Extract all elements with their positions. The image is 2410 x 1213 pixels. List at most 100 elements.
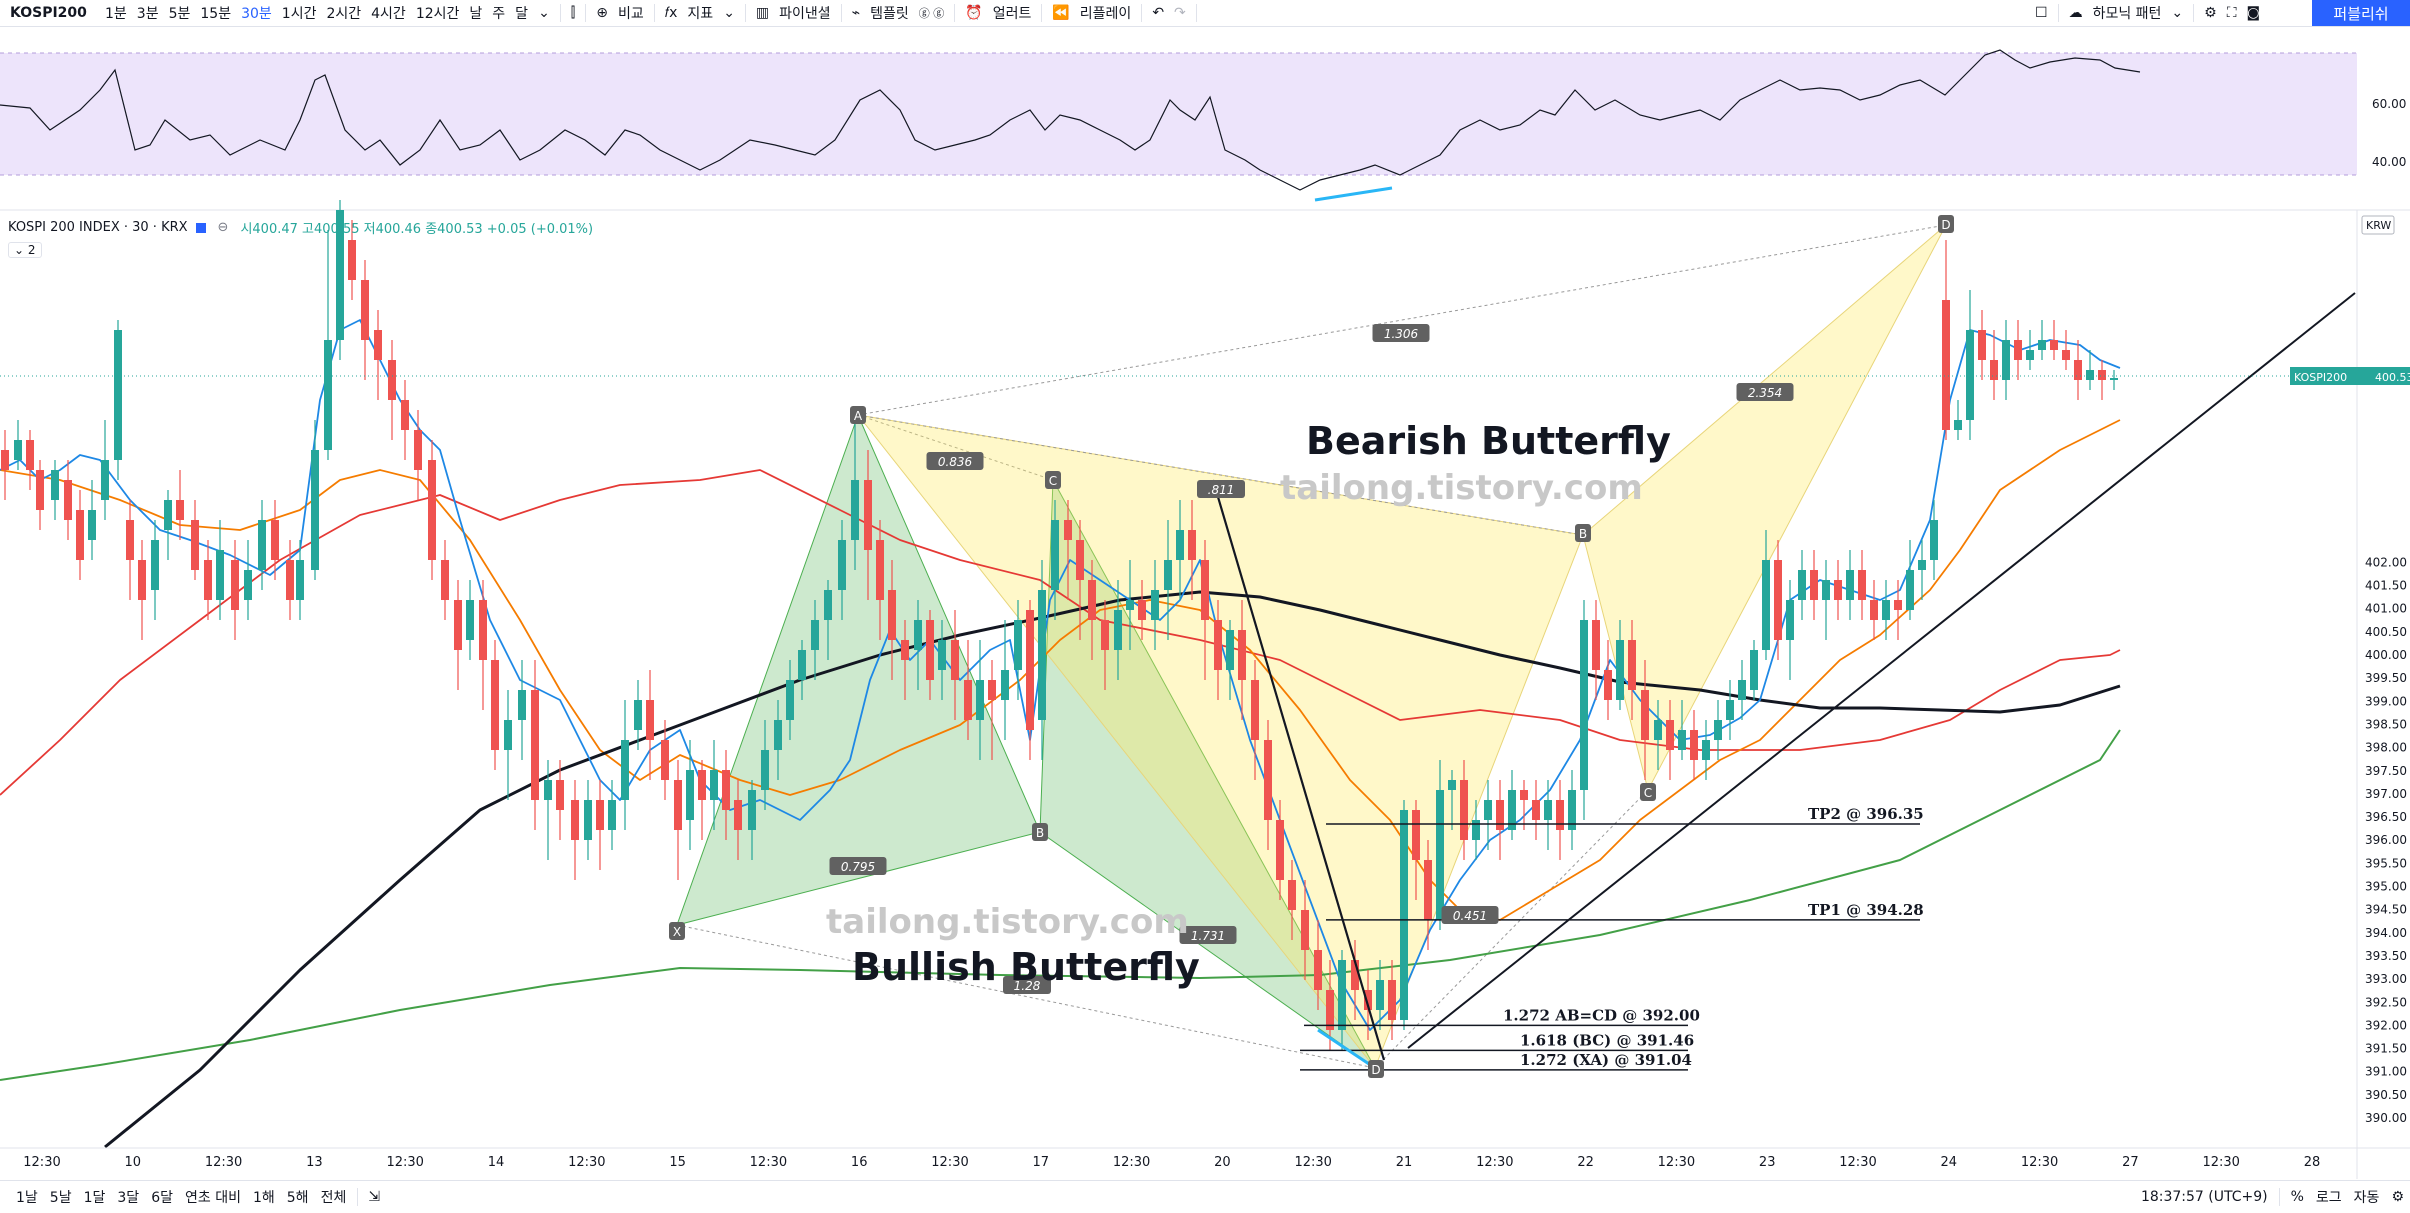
time-tick: 12:30: [1476, 1155, 1513, 1170]
range-2[interactable]: 1달: [83, 1190, 106, 1206]
candle-body: [491, 660, 499, 750]
interval-11[interactable]: 달: [515, 6, 529, 22]
percent-toggle[interactable]: %: [2290, 1189, 2304, 1205]
range-5[interactable]: 연초 대비: [184, 1190, 241, 1206]
price-tag-value: 400.53: [2375, 371, 2410, 384]
candle-body: [479, 600, 487, 660]
abcd-label: 1.272 AB=CD @ 392.00: [1503, 1006, 1700, 1024]
time-tick: 12:30: [1658, 1155, 1695, 1170]
range-4[interactable]: 6달: [151, 1190, 173, 1206]
candle-body: [504, 720, 512, 750]
price-tick: 392.50: [2365, 995, 2407, 1009]
chevron-down-icon[interactable]: ⌄: [538, 5, 550, 21]
rsi-pane: 60.00 40.00: [0, 49, 2410, 211]
log-toggle[interactable]: 로그: [2315, 1190, 2342, 1206]
candle-body: [734, 800, 742, 830]
candle-body: [1628, 640, 1636, 690]
chevron-down-icon[interactable]: ⌄: [2171, 5, 2184, 21]
candle-body: [126, 520, 134, 560]
candle-body: [1460, 780, 1468, 840]
range-0[interactable]: 1날: [16, 1190, 38, 1206]
range-list: 1날 5날 1달 3달 6달 연초 대비 1해 5해 전체: [0, 1187, 352, 1207]
time-tick: 23: [1759, 1155, 1776, 1170]
camera-icon[interactable]: ◙: [2246, 5, 2261, 21]
financials-button[interactable]: 파이낸셜: [779, 6, 831, 22]
auto-toggle[interactable]: 자동: [2353, 1190, 2380, 1206]
redo-icon[interactable]: ↷: [1174, 5, 1186, 21]
candle-body: [324, 340, 332, 450]
candle-body: [1774, 560, 1782, 640]
ratio-bull-cd: 1.731: [1191, 929, 1225, 943]
badge-icon: ⓖ ⓖ: [918, 7, 945, 20]
price-tag-bg: [2290, 367, 2410, 385]
ratio-bear-cd: 2.354: [1748, 386, 1782, 400]
bc-label: 1.618 (BC) @ 391.46: [1520, 1031, 1694, 1049]
candle-body: [1314, 950, 1322, 990]
candle-body: [926, 620, 934, 680]
candle-body: [1101, 620, 1109, 650]
candle-body: [1690, 730, 1698, 760]
harmonic-pattern-button[interactable]: 하모닉 패턴: [2092, 6, 2162, 22]
indicators-button[interactable]: 지표: [687, 6, 714, 22]
calendar-goto-icon[interactable]: ⇲: [368, 1189, 381, 1205]
gear-icon[interactable]: ⚙: [2204, 5, 2217, 21]
candle-body: [1484, 800, 1492, 820]
templates-button[interactable]: 템플릿: [870, 6, 909, 22]
symbol-name[interactable]: KOSPI 200 INDEX · 30 · KRX: [8, 220, 188, 235]
interval-6[interactable]: 2시간: [326, 6, 362, 22]
interval-1[interactable]: 3분: [136, 6, 159, 22]
bull-point-c: C: [1049, 474, 1057, 488]
ratio-bull-xd: 1.28: [1014, 979, 1041, 993]
undo-icon[interactable]: ↶: [1152, 5, 1165, 21]
alert-button[interactable]: 얼러트: [992, 6, 1032, 22]
interval-list: 1분 3분 5분 15분 30분 1시간 2시간 4시간 12시간 날 주 달: [100, 3, 533, 23]
interval-4[interactable]: 30분: [241, 6, 272, 22]
interval-8[interactable]: 12시간: [415, 6, 460, 22]
chart-canvas[interactable]: 60.00 40.00 TP2 @ 396.35 TP1 @ 394.28 1.272…: [0, 27, 2410, 1179]
candle-body: [1678, 730, 1686, 750]
range-1[interactable]: 5날: [49, 1190, 72, 1206]
candle-body: [388, 360, 396, 400]
interval-0[interactable]: 1분: [105, 6, 127, 22]
interval-2[interactable]: 5분: [168, 6, 191, 22]
tp2-label: TP2 @ 396.35: [1808, 805, 1924, 823]
candle-body: [204, 560, 212, 600]
ratio-bear-xd: 1.306: [1384, 327, 1419, 341]
layout-square-icon[interactable]: ☐: [2035, 5, 2048, 21]
symbol-search[interactable]: KOSPI200: [10, 5, 87, 21]
candle-body: [1846, 570, 1854, 600]
candle-body: [1276, 820, 1284, 880]
replay-button[interactable]: 리플레이: [1079, 6, 1132, 22]
candle-type-icon[interactable]: ⫿: [570, 5, 576, 21]
indicator-count-toggle[interactable]: ⌄ 2: [8, 242, 42, 258]
time-tick: 16: [851, 1155, 868, 1170]
range-3[interactable]: 3달: [117, 1190, 140, 1206]
chevron-down-icon[interactable]: ⌄: [723, 5, 735, 21]
time-tick: 15: [669, 1155, 686, 1170]
publish-button[interactable]: 퍼블리쉬: [2312, 0, 2410, 26]
compare-button[interactable]: 비교: [618, 6, 644, 22]
range-7[interactable]: 5해: [286, 1190, 309, 1206]
interval-10[interactable]: 주: [492, 6, 506, 22]
range-8[interactable]: 전체: [320, 1190, 347, 1206]
candle-body: [914, 620, 922, 650]
price-axis: 402.00 401.50 401.00 400.50 400.00 399.50 399.…: [0, 210, 2410, 1179]
interval-5[interactable]: 1시간: [281, 6, 317, 22]
candle-body: [1226, 630, 1234, 670]
interval-3[interactable]: 15분: [200, 6, 232, 22]
gear-icon[interactable]: ⚙: [2391, 1189, 2404, 1205]
candle-body: [761, 750, 769, 790]
candle-body: [1088, 580, 1096, 620]
fullscreen-icon[interactable]: ⛶: [2226, 5, 2237, 21]
candle-body: [1, 450, 9, 470]
bar-chart-icon: ▥: [755, 5, 770, 21]
candle-body: [1714, 720, 1722, 740]
range-6[interactable]: 1해: [252, 1190, 275, 1206]
timezone-clock[interactable]: 18:37:57 (UTC+9): [2140, 1189, 2268, 1205]
candle-body: [114, 330, 122, 460]
hide-icon[interactable]: ⊖: [217, 220, 229, 235]
trendline-down: [1211, 479, 1386, 1061]
interval-9[interactable]: 날: [469, 6, 483, 22]
candle-body: [1750, 650, 1758, 690]
interval-7[interactable]: 4시간: [371, 6, 406, 22]
